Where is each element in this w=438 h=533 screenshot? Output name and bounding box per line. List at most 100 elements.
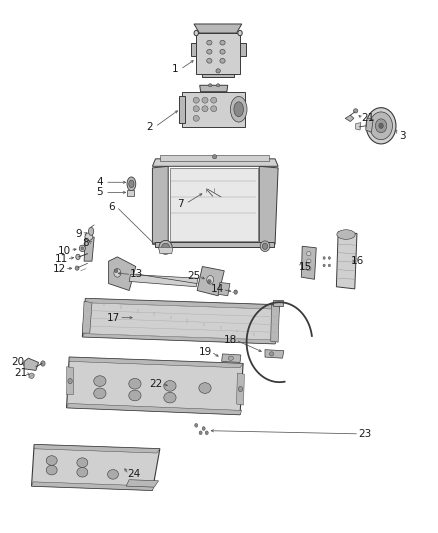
Ellipse shape	[68, 378, 72, 384]
Ellipse shape	[94, 376, 106, 386]
Polygon shape	[127, 190, 134, 196]
Ellipse shape	[202, 106, 208, 112]
Ellipse shape	[211, 106, 217, 112]
Ellipse shape	[207, 58, 212, 63]
Ellipse shape	[88, 227, 94, 236]
Ellipse shape	[260, 241, 270, 252]
Ellipse shape	[238, 386, 243, 392]
Ellipse shape	[108, 470, 118, 479]
Ellipse shape	[208, 279, 211, 284]
Text: 21: 21	[361, 114, 374, 123]
Ellipse shape	[76, 254, 80, 260]
Text: 21: 21	[14, 368, 28, 378]
Polygon shape	[155, 242, 274, 247]
Ellipse shape	[194, 30, 198, 36]
Ellipse shape	[323, 257, 325, 259]
Ellipse shape	[323, 264, 325, 266]
Ellipse shape	[307, 252, 311, 256]
Ellipse shape	[202, 426, 205, 431]
Ellipse shape	[129, 390, 141, 401]
Ellipse shape	[29, 373, 34, 378]
Text: 24: 24	[127, 470, 141, 479]
Ellipse shape	[220, 49, 225, 54]
Polygon shape	[194, 24, 242, 33]
Ellipse shape	[230, 96, 247, 122]
Ellipse shape	[205, 431, 208, 435]
Polygon shape	[265, 350, 284, 358]
Polygon shape	[259, 166, 278, 244]
Ellipse shape	[75, 266, 79, 270]
Polygon shape	[32, 482, 154, 490]
Ellipse shape	[207, 49, 212, 54]
Polygon shape	[273, 300, 283, 306]
Ellipse shape	[269, 352, 274, 356]
Polygon shape	[67, 367, 74, 394]
Text: 11: 11	[55, 254, 68, 264]
Ellipse shape	[127, 177, 136, 191]
Polygon shape	[34, 445, 160, 453]
Ellipse shape	[162, 243, 170, 251]
Polygon shape	[179, 96, 185, 123]
Ellipse shape	[199, 383, 211, 393]
Ellipse shape	[366, 108, 396, 144]
Text: 9: 9	[75, 229, 82, 239]
Ellipse shape	[114, 269, 121, 277]
Text: 15: 15	[299, 262, 312, 271]
Ellipse shape	[94, 388, 106, 399]
Polygon shape	[170, 168, 258, 241]
Polygon shape	[109, 257, 136, 290]
Text: 12: 12	[53, 264, 66, 273]
Polygon shape	[240, 43, 246, 56]
Ellipse shape	[164, 392, 176, 403]
Polygon shape	[24, 358, 39, 370]
Ellipse shape	[216, 69, 220, 73]
Ellipse shape	[207, 276, 214, 284]
Ellipse shape	[85, 233, 93, 240]
Text: 5: 5	[96, 188, 103, 197]
Ellipse shape	[208, 84, 212, 87]
Ellipse shape	[41, 361, 45, 366]
Ellipse shape	[199, 431, 202, 435]
Ellipse shape	[77, 458, 88, 467]
Ellipse shape	[77, 467, 88, 477]
Ellipse shape	[234, 102, 244, 117]
Ellipse shape	[202, 97, 208, 103]
Polygon shape	[336, 232, 357, 289]
Ellipse shape	[193, 106, 199, 112]
Ellipse shape	[307, 266, 311, 271]
Polygon shape	[82, 301, 92, 333]
Polygon shape	[218, 282, 230, 296]
Ellipse shape	[234, 290, 237, 294]
Polygon shape	[67, 357, 243, 415]
Text: 14: 14	[211, 285, 224, 294]
Text: 20: 20	[11, 358, 24, 367]
Polygon shape	[126, 480, 159, 487]
Text: 10: 10	[58, 246, 71, 255]
Ellipse shape	[220, 40, 225, 45]
Ellipse shape	[129, 378, 141, 389]
Polygon shape	[32, 445, 160, 490]
Polygon shape	[69, 357, 243, 368]
Text: 25: 25	[187, 271, 200, 281]
Polygon shape	[160, 155, 269, 161]
Polygon shape	[196, 33, 240, 74]
Ellipse shape	[216, 84, 220, 87]
Polygon shape	[271, 305, 279, 342]
Ellipse shape	[159, 240, 172, 254]
Text: 17: 17	[107, 313, 120, 322]
Ellipse shape	[193, 97, 199, 103]
Ellipse shape	[207, 40, 212, 45]
Polygon shape	[200, 85, 228, 92]
Polygon shape	[67, 403, 242, 415]
Polygon shape	[356, 123, 361, 130]
Polygon shape	[182, 92, 245, 127]
Ellipse shape	[195, 423, 198, 427]
Text: 23: 23	[358, 429, 371, 439]
Ellipse shape	[337, 230, 355, 239]
Polygon shape	[222, 354, 241, 362]
Ellipse shape	[228, 356, 233, 360]
Ellipse shape	[353, 109, 358, 113]
Text: 7: 7	[177, 199, 184, 208]
Text: 8: 8	[82, 238, 89, 247]
Ellipse shape	[375, 119, 387, 133]
